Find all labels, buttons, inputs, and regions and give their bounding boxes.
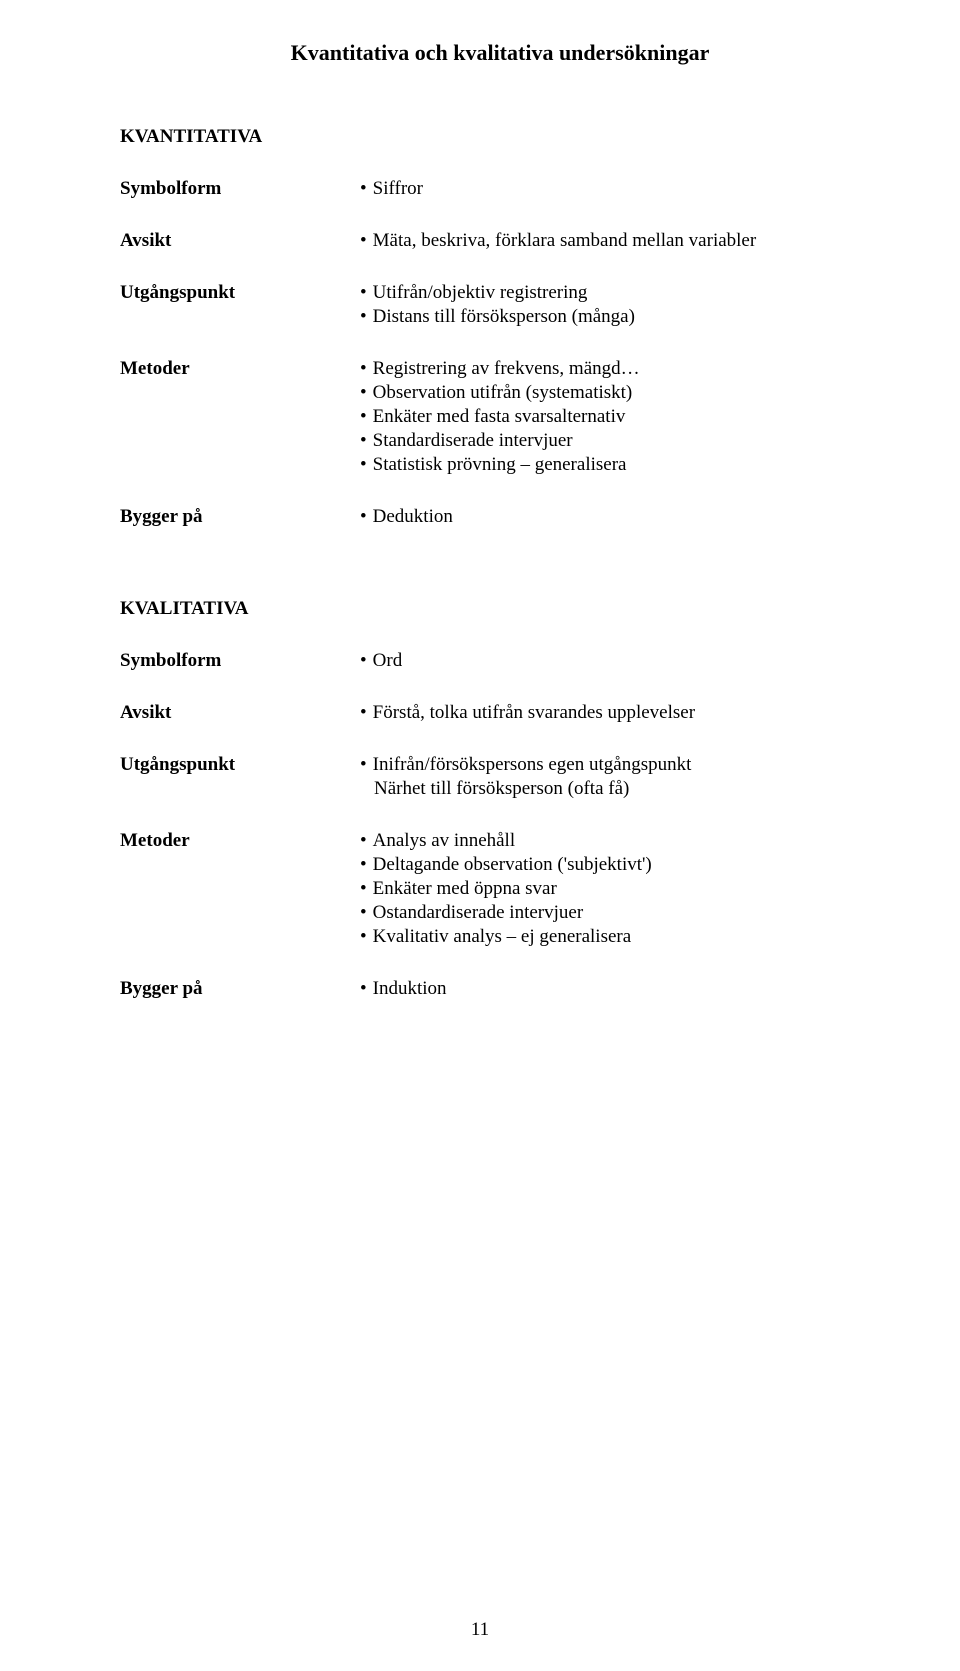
bullet-icon: •	[360, 406, 367, 428]
bullet-item: • Distans till försöksperson (många)	[360, 306, 860, 328]
bullet-text: Ord	[373, 650, 860, 672]
bullet-icon: •	[360, 926, 367, 948]
bullet-item: • Deltagande observation ('subjektivt')	[360, 854, 860, 876]
bullet-icon: •	[360, 230, 367, 252]
bullet-icon: •	[360, 282, 367, 304]
bullet-item: • Analys av innehåll	[360, 830, 860, 852]
bullet-text: Mäta, beskriva, förklara samband mellan …	[373, 230, 860, 252]
definition-row: Symbolform• Ord	[120, 650, 860, 674]
bullet-item: • Ostandardiserade intervjuer	[360, 902, 860, 924]
row-label: Symbolform	[120, 650, 360, 672]
definition-row: Metoder•Analys av innehåll•Deltagande ob…	[120, 830, 860, 950]
row-label: Metoder	[120, 830, 360, 852]
bullet-item: • Ord	[360, 650, 860, 672]
bullet-item: • Enkäter med öppna svar	[360, 878, 860, 900]
row-value: • Ord	[360, 650, 860, 674]
bullet-item: • Registrering av frekvens, mängd…	[360, 358, 860, 380]
bullet-text: Registrering av frekvens, mängd…	[373, 358, 860, 380]
row-label: Bygger på	[120, 978, 360, 1000]
bullet-text: Standardiserade intervjuer	[373, 430, 860, 452]
bullet-text: Enkäter med öppna svar	[373, 878, 860, 900]
bullet-item: • Kvalitativ analys – ej generalisera	[360, 926, 860, 948]
bullet-text: Inifrån/försökspersons egen utgångspunkt	[373, 754, 860, 776]
bullet-text: Utifrån/objektiv registrering	[373, 282, 860, 304]
row-label: Symbolform	[120, 178, 360, 200]
bullet-text: Deltagande observation ('subjektivt')	[373, 854, 860, 876]
bullet-text: Kvalitativ analys – ej generalisera	[373, 926, 860, 948]
definition-row: Avsikt• Mäta, beskriva, förklara samband …	[120, 230, 860, 254]
bullet-item: • Inifrån/försökspersons egen utgångspunk…	[360, 754, 860, 776]
section-header-a: KVANTITATIVA	[120, 126, 860, 148]
row-value: • Inifrån/försökspersons egen utgångspunk…	[360, 754, 860, 802]
definition-row: Bygger på• Induktion	[120, 978, 860, 1002]
section-b-rows: Symbolform•OrdAvsikt•Förstå, tolka utifr…	[120, 650, 860, 1002]
bullet-text: Analys av innehåll	[373, 830, 860, 852]
row-label: Utgångspunkt	[120, 754, 360, 776]
bullet-item: • Standardiserade intervjuer	[360, 430, 860, 452]
bullet-item: • Förstå, tolka utifrån svarandes uppleve…	[360, 702, 860, 724]
definition-row: Avsikt• Förstå, tolka utifrån svarandes u…	[120, 702, 860, 726]
definition-row: Utgångspunkt• Utifrån/objektiv registreri…	[120, 282, 860, 330]
bullet-text: Observation utifrån (systematiskt)	[373, 382, 860, 404]
section-kvalitativa: KVALITATIVA Symbolform•OrdAvsikt•Förstå,…	[120, 598, 860, 1002]
row-label: Bygger på	[120, 506, 360, 528]
row-value: • Utifrån/objektiv registrering • Distans t…	[360, 282, 860, 330]
page-title: Kvantitativa och kvalitativa undersöknin…	[120, 40, 860, 66]
bullet-item: • Utifrån/objektiv registrering	[360, 282, 860, 304]
row-value: • Siffror	[360, 178, 860, 202]
row-value: • Förstå, tolka utifrån svarandes uppleve…	[360, 702, 860, 726]
section-a-rows: Symbolform•SiffrorAvsikt•Mäta, beskriva,…	[120, 178, 860, 530]
bullet-icon: •	[360, 902, 367, 924]
bullet-icon: •	[360, 854, 367, 876]
definition-row: Metoder•Registrering av frekvens, mängd……	[120, 358, 860, 478]
bullet-text: Distans till försöksperson (många)	[373, 306, 860, 328]
bullet-icon: •	[360, 702, 367, 724]
bullet-item: • Siffror	[360, 178, 860, 200]
bullet-text: Statistisk prövning – generalisera	[373, 454, 860, 476]
bullet-icon: •	[360, 506, 367, 528]
bullet-icon: •	[360, 358, 367, 380]
row-value: • Registrering av frekvens, mängd… • Observ…	[360, 358, 860, 478]
bullet-item: • Induktion	[360, 978, 860, 1000]
row-value: • Induktion	[360, 978, 860, 1002]
indented-text: Närhet till försöksperson (ofta få)	[360, 778, 860, 800]
bullet-item: • Enkäter med fasta svarsalternativ	[360, 406, 860, 428]
bullet-text: Induktion	[373, 978, 860, 1000]
row-label: Avsikt	[120, 230, 360, 252]
bullet-icon: •	[360, 454, 367, 476]
bullet-text: Siffror	[373, 178, 860, 200]
bullet-icon: •	[360, 878, 367, 900]
definition-row: Utgångspunkt• Inifrån/försökspersons egen…	[120, 754, 860, 802]
row-value: • Deduktion	[360, 506, 860, 530]
row-label: Metoder	[120, 358, 360, 380]
row-value: • Mäta, beskriva, förklara samband mellan…	[360, 230, 860, 254]
row-label: Utgångspunkt	[120, 282, 360, 304]
bullet-text: Enkäter med fasta svarsalternativ	[373, 406, 860, 428]
bullet-item: • Mäta, beskriva, förklara samband mellan…	[360, 230, 860, 252]
row-label: Avsikt	[120, 702, 360, 724]
bullet-icon: •	[360, 306, 367, 328]
page-number: 11	[471, 1619, 489, 1641]
definition-row: Symbolform• Siffror	[120, 178, 860, 202]
bullet-icon: •	[360, 978, 367, 1000]
definition-row: Bygger på• Deduktion	[120, 506, 860, 530]
bullet-icon: •	[360, 178, 367, 200]
bullet-icon: •	[360, 382, 367, 404]
bullet-item: • Deduktion	[360, 506, 860, 528]
bullet-text: Ostandardiserade intervjuer	[373, 902, 860, 924]
bullet-item: • Observation utifrån (systematiskt)	[360, 382, 860, 404]
bullet-icon: •	[360, 754, 367, 776]
bullet-icon: •	[360, 430, 367, 452]
bullet-text: Deduktion	[373, 506, 860, 528]
bullet-icon: •	[360, 830, 367, 852]
bullet-item: • Statistisk prövning – generalisera	[360, 454, 860, 476]
section-header-b: KVALITATIVA	[120, 598, 860, 620]
section-kvantitativa: KVANTITATIVA Symbolform•SiffrorAvsikt•Mä…	[120, 126, 860, 530]
bullet-text: Förstå, tolka utifrån svarandes upplevel…	[373, 702, 860, 724]
row-value: • Analys av innehåll • Deltagande observati…	[360, 830, 860, 950]
bullet-icon: •	[360, 650, 367, 672]
